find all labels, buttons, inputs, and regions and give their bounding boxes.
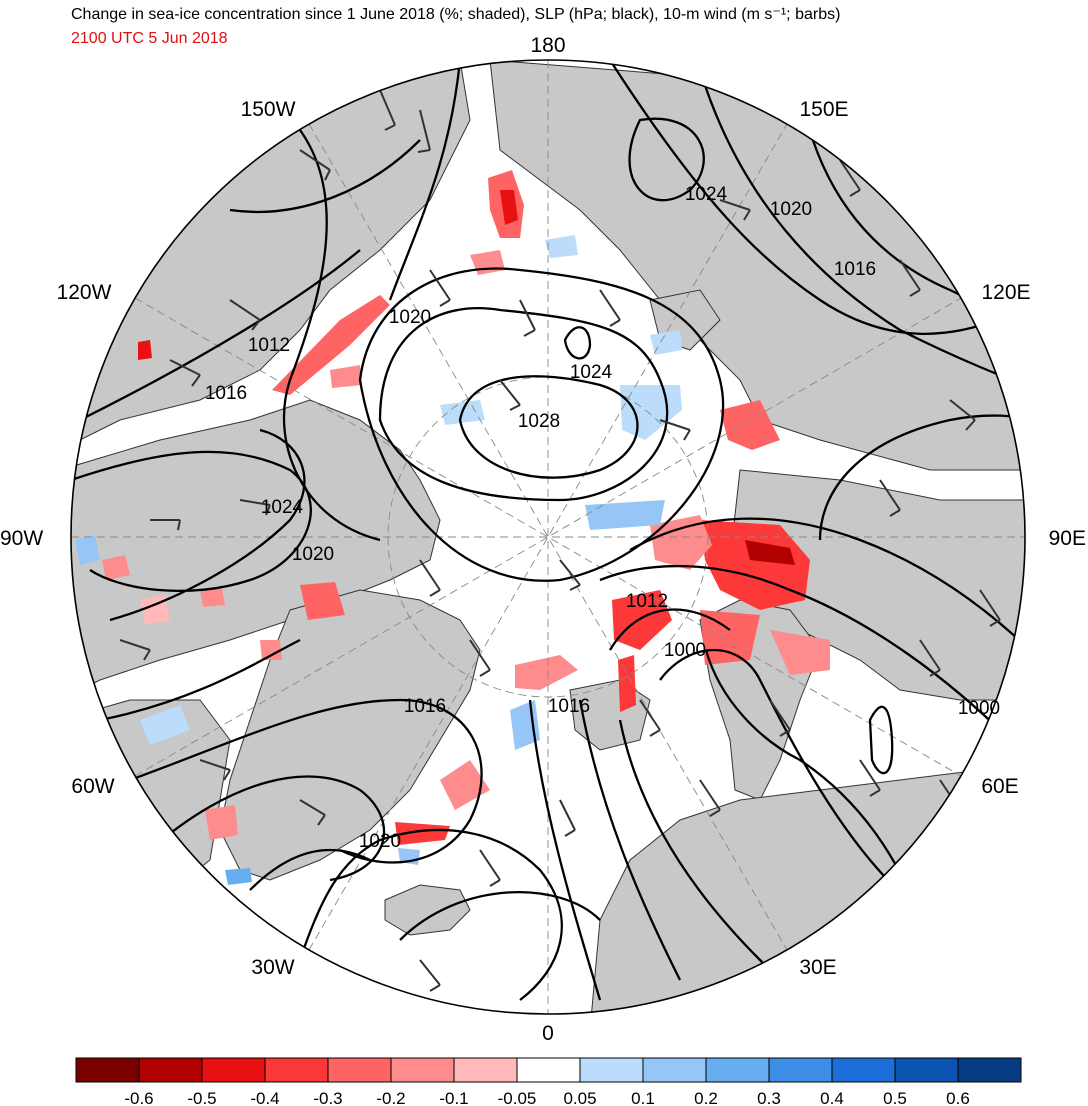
colorbar-swatch <box>138 1057 203 1083</box>
land-canadian-archipelago <box>71 399 441 701</box>
isobar-label: 1000 <box>664 640 706 661</box>
lon-label-150w: 150W <box>241 98 296 121</box>
land-iceland <box>384 884 471 936</box>
lon-label-120e: 120E <box>981 281 1030 304</box>
lon-label-180: 180 <box>530 34 565 57</box>
isobar-label: 1016 <box>548 696 590 717</box>
colorbar-swatch <box>327 1057 392 1083</box>
isobar-label: 1020 <box>389 307 431 328</box>
colorbar-tick-label: -0.2 <box>376 1089 405 1106</box>
isobar-label: 1024 <box>570 362 613 383</box>
colorbar-swatch <box>75 1057 140 1083</box>
graticule <box>71 60 1025 1014</box>
lon-label-30e: 30E <box>799 956 836 979</box>
isobar-label: 1028 <box>518 411 560 432</box>
lon-label-90e: 90E <box>1049 527 1086 550</box>
isobar-label: 1024 <box>685 184 728 205</box>
figure-title: Change in sea-ice concentration since 1 … <box>71 6 841 23</box>
isobar-label: 1020 <box>770 199 812 220</box>
map-area <box>71 60 1025 1014</box>
colorbar-tick-label: -0.1 <box>439 1089 468 1106</box>
lon-label-60e: 60E <box>981 775 1018 798</box>
lon-label-60w: 60W <box>71 775 114 798</box>
land-greenland <box>219 589 481 881</box>
isobar-label: 1016 <box>834 259 876 280</box>
colorbar-swatch <box>831 1057 896 1083</box>
lon-label-90w: 90W <box>0 527 43 550</box>
colorbar-swatch <box>516 1057 581 1083</box>
map-border <box>70 59 1026 1015</box>
lon-label-0: 0 <box>542 1022 554 1045</box>
isobar-label: 1016 <box>404 696 446 717</box>
lon-label-30w: 30W <box>251 956 294 979</box>
colorbar-tick-label: 0.4 <box>820 1089 844 1106</box>
colorbar-swatch <box>642 1057 707 1083</box>
lon-label-150e: 150E <box>799 98 848 121</box>
colorbar-swatch <box>390 1057 455 1083</box>
colorbar-swatch <box>957 1057 1022 1083</box>
isobar-label: 1020 <box>359 831 401 852</box>
isobar-label: 1012 <box>248 335 290 356</box>
colorbar-swatch <box>768 1057 833 1083</box>
colorbar-swatch <box>894 1057 959 1083</box>
colorbar-swatch <box>579 1057 644 1083</box>
lon-label-120w: 120W <box>57 281 112 304</box>
isobar-labels: 1024 1020 1016 1020 1024 1028 1012 1016 … <box>205 184 1000 852</box>
colorbar-tick-label: -0.4 <box>250 1089 279 1106</box>
colorbar-swatch <box>264 1057 329 1083</box>
colorbar-tick-label: -0.05 <box>498 1089 537 1106</box>
isobar-label: 1012 <box>626 591 668 612</box>
valid-time: 2100 UTC 5 Jun 2018 <box>71 30 228 47</box>
isobar-label: 1024 <box>261 497 304 518</box>
colorbar-tick-label: 0.05 <box>563 1089 596 1106</box>
isobar-label: 1016 <box>205 383 247 404</box>
colorbar-tick-label: 0.6 <box>946 1089 970 1106</box>
colorbar-tick-label: 0.2 <box>694 1089 718 1106</box>
colorbar-tick-label: 0.5 <box>883 1089 907 1106</box>
colorbar-tick-label: 0.3 <box>757 1089 781 1106</box>
colorbar-tick-label: -0.3 <box>313 1089 342 1106</box>
colorbar-swatch <box>453 1057 518 1083</box>
colorbar-tick-label: -0.6 <box>124 1089 153 1106</box>
colorbar-swatch <box>201 1057 266 1083</box>
colorbar-tick-label: -0.5 <box>187 1089 216 1106</box>
isobar-label: 1020 <box>292 544 334 565</box>
wind-barbs <box>119 89 1001 992</box>
colorbar-swatch <box>705 1057 770 1083</box>
isobar-label: 1000 <box>958 698 1000 719</box>
colorbar: -0.6 -0.5 -0.4 -0.3 -0.2 -0.1 -0.05 0.05 0.1 0.2 0… <box>75 1057 1022 1106</box>
colorbar-tick-label: 0.1 <box>631 1089 655 1106</box>
